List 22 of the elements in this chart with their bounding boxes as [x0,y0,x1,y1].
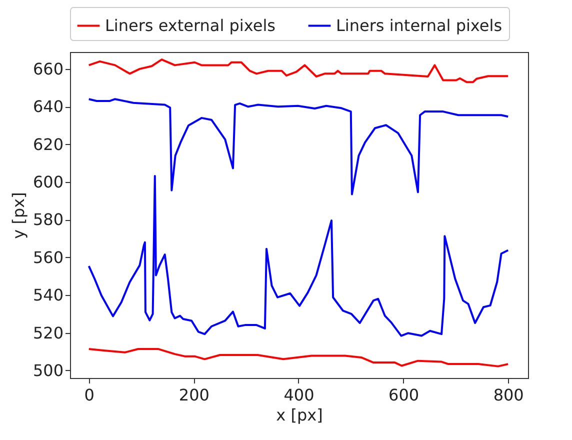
line-series [88,348,510,368]
y-tick-label: 600 [32,172,64,192]
line-series [88,98,510,196]
y-tick-label: 660 [32,59,64,78]
y-tick-label: 540 [32,286,64,305]
x-tick-label: 400 [284,386,314,404]
y-tick-label: 500 [32,360,64,380]
line-series [88,174,510,337]
legend-label: Liners internal pixels [336,16,502,35]
x-tick-label: 0 [84,386,94,404]
y-tick-label: 560 [32,248,64,267]
x-tick-label: 200 [178,386,210,404]
y-tick-label: 520 [32,323,64,342]
x-tick-label: 800 [493,386,524,404]
x-axis-title: x [px] [276,406,323,424]
y-tick-label: 580 [32,210,64,230]
y-tick-label: 640 [32,97,64,116]
line-series [88,58,510,84]
y-axis-title: y [px] [8,192,28,239]
x-tick-label: 600 [388,386,420,404]
legend-label: Liners external pixels [105,16,276,35]
y-tick-label: 620 [32,134,64,154]
